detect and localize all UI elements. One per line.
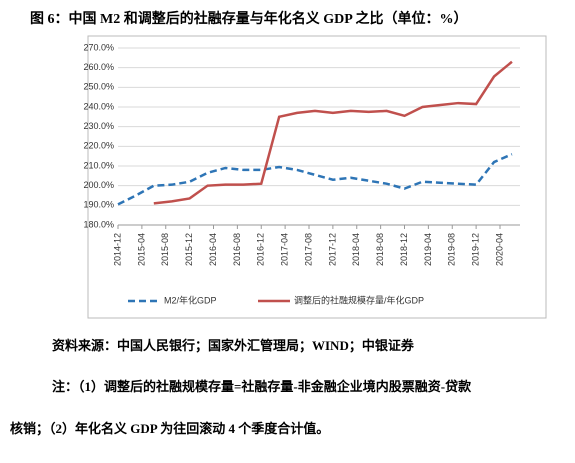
y-tick-label: 220.0%	[83, 141, 114, 151]
series-line	[153, 60, 513, 205]
y-tick-label: 200.0%	[83, 180, 114, 190]
chart-title: 图 6：中国 M2 和调整后的社融存量与年化名义 GDP 之比（单位：%）	[30, 10, 468, 27]
x-tick-label: 2016-04	[208, 233, 218, 266]
x-tick-label: 2015-08	[160, 233, 170, 266]
source: 资料来源：中国人民银行；国家外汇管理局；WIND；中银证券	[52, 338, 415, 354]
y-tick-label: 180.0%	[83, 219, 114, 229]
x-tick-label: 2019-12	[471, 233, 481, 266]
x-tick-label: 2016-08	[232, 233, 242, 266]
y-tick-label: 210.0%	[83, 160, 114, 170]
x-tick-label: 2019-08	[447, 233, 457, 266]
y-tick-label: 230.0%	[83, 121, 114, 131]
x-tick-label: 2018-08	[375, 233, 385, 266]
x-tick-label: 2020-04	[494, 233, 504, 266]
y-tick-label: 260.0%	[83, 62, 114, 72]
x-tick-label: 2015-04	[136, 233, 146, 266]
note-line: 核销；（2）年化名义 GDP 为往回滚动 4 个季度合计值。	[10, 421, 329, 437]
x-tick-label: 2017-08	[303, 233, 313, 266]
legend-label: 调整后的社融规模存量/年化GDP	[294, 294, 424, 305]
x-tick-label: 2015-12	[184, 233, 194, 266]
y-tick-label: 240.0%	[83, 101, 114, 111]
x-tick-label: 2018-04	[351, 233, 361, 266]
note-line: 注：（1）调整后的社融规模存量=社融存量-非金融企业境内股票融资-贷款	[52, 379, 472, 394]
y-tick-label: 250.0%	[83, 82, 114, 92]
x-tick-label: 2017-12	[327, 233, 337, 266]
chart-frame	[87, 35, 547, 319]
x-tick-label: 2018-12	[399, 233, 409, 266]
series-line	[117, 153, 513, 206]
y-tick-label: 270.0%	[83, 42, 114, 52]
x-tick-label: 2019-04	[423, 233, 433, 266]
x-tick-label: 2016-12	[256, 233, 266, 266]
y-tick-label: 190.0%	[83, 200, 114, 210]
x-tick-label: 2017-04	[280, 233, 290, 266]
x-tick-label: 2014-12	[112, 233, 122, 266]
legend-label: M2/年化GDP	[164, 294, 217, 305]
